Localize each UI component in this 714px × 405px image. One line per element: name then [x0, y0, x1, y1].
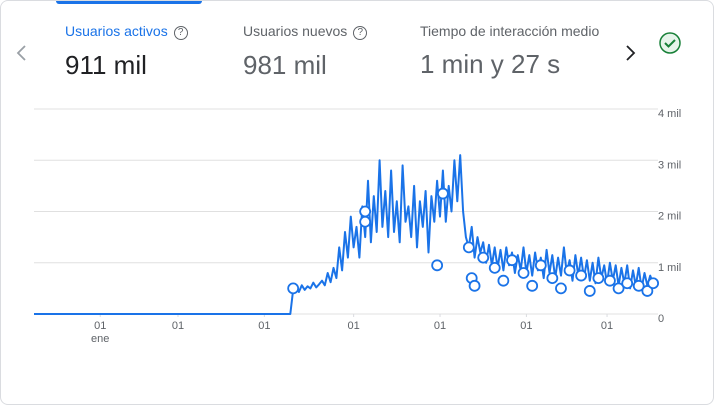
line — [34, 154, 655, 315]
anomaly-marker — [632, 279, 645, 292]
x-tick-label: 01 — [172, 320, 184, 332]
anomaly-marker — [621, 277, 634, 290]
anomaly-marker — [477, 251, 490, 264]
anomaly-marker — [583, 285, 596, 297]
tab-value: 1 min y 27 s — [420, 49, 561, 79]
anomaly-marker — [431, 259, 444, 272]
x-tick-label: 01 — [520, 320, 532, 332]
tab-label: Usuarios activos? — [65, 23, 188, 40]
anomaly-marker — [488, 261, 501, 274]
y-tick-label: 2 mil — [658, 211, 681, 223]
tab-label: Usuarios nuevos? — [243, 23, 368, 40]
y-tick-label: 0 — [658, 313, 664, 325]
anomaly-marker — [437, 187, 449, 200]
anomaly-marker — [641, 285, 654, 297]
y-tick-label: 4 mil — [658, 108, 681, 120]
anomaly-marker — [462, 241, 475, 254]
y-tick-label: 1 mil — [658, 262, 681, 274]
tab[interactable]: Usuarios nuevos? 981 mil — [243, 23, 368, 81]
tab-value: 981 mil — [243, 50, 327, 80]
anomaly-marker — [287, 282, 300, 295]
next-arrow[interactable] — [621, 43, 639, 63]
tab-value: 911 mil — [65, 50, 147, 80]
status-icon — [659, 32, 681, 54]
anomaly-marker — [592, 272, 605, 285]
anomaly-marker — [468, 279, 481, 292]
x-tick-label: 01 — [258, 320, 270, 332]
anomaly-marker — [546, 272, 559, 285]
anomaly-marker — [506, 254, 518, 267]
active-indicator — [56, 1, 202, 4]
anomaly-marker — [647, 277, 660, 290]
x-sublabel: ene — [91, 333, 109, 345]
anomaly-marker — [359, 205, 372, 218]
x-tick-label: 01 — [94, 320, 106, 332]
prev-arrow[interactable] — [13, 43, 31, 63]
anomaly-marker — [563, 264, 576, 277]
tab-label-text: Usuarios activos — [65, 23, 168, 39]
anomaly-marker — [604, 274, 616, 287]
x-tick-label: 01 — [348, 320, 360, 332]
x-tick-label: 01 — [434, 320, 446, 332]
tab-label: Tiempo de interacción medio — [420, 23, 600, 39]
tab[interactable]: Tiempo de interacción medio 1 min y 27 s — [420, 23, 599, 80]
y-tick-label: 3 mil — [658, 159, 681, 171]
tab-label-text: Usuarios nuevos — [243, 23, 348, 39]
anomaly-marker — [612, 282, 625, 295]
anomaly-marker — [359, 215, 372, 228]
anomaly-marker — [517, 267, 530, 279]
x-tick-label: 01 — [601, 320, 613, 332]
anomaly-marker — [575, 269, 588, 282]
anomaly-marker — [534, 259, 547, 272]
anomaly-marker — [497, 274, 510, 287]
tab[interactable]: Usuarios activos? 911 mil — [65, 23, 188, 81]
anomaly-marker — [555, 282, 567, 295]
anomaly-marker — [526, 279, 539, 292]
